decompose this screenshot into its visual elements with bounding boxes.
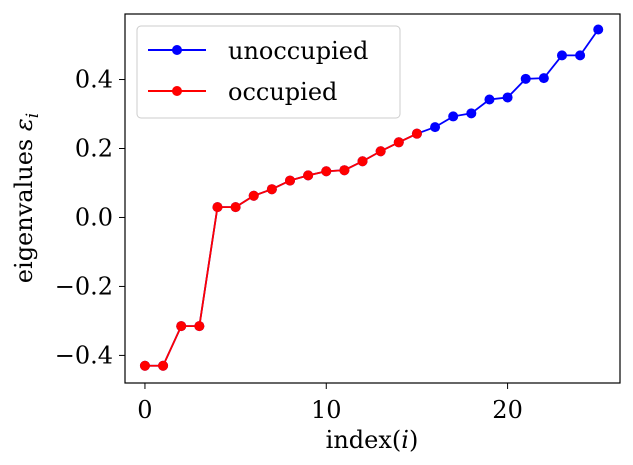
data-point-occupied bbox=[339, 165, 350, 176]
data-point-occupied bbox=[375, 146, 386, 157]
data-point-occupied bbox=[321, 166, 332, 177]
series-line-occupied bbox=[144, 132, 418, 367]
data-point-occupied bbox=[212, 202, 223, 213]
x-tick-label: 0 bbox=[137, 396, 152, 424]
data-point-occupied bbox=[285, 175, 295, 186]
data-point-unoccupied bbox=[520, 73, 531, 84]
y-tick-label: −0.4 bbox=[55, 341, 113, 369]
data-point-occupied bbox=[139, 360, 150, 371]
y-axis: −0.4 −0.2 0.0 0.2 0.4 bbox=[55, 66, 125, 369]
data-point-occupied bbox=[411, 128, 422, 139]
legend-label-unoccupied: unoccupied bbox=[228, 37, 368, 65]
data-point-unoccupied bbox=[484, 94, 495, 105]
data-point-unoccupied bbox=[466, 108, 477, 119]
x-tick-label: 20 bbox=[492, 396, 523, 424]
y-tick-label: 0.0 bbox=[75, 203, 113, 231]
data-point-occupied bbox=[393, 137, 404, 148]
data-point-unoccupied bbox=[448, 111, 459, 122]
y-tick-label: 0.2 bbox=[75, 134, 113, 162]
y-tick-label: 0.4 bbox=[75, 66, 113, 94]
legend-marker-unoccupied bbox=[172, 45, 182, 55]
data-point-unoccupied bbox=[430, 122, 441, 133]
data-point-unoccupied bbox=[502, 92, 513, 103]
plot-frame bbox=[124, 13, 621, 384]
x-axis: 0 10 20 bbox=[137, 383, 523, 424]
legend-label-occupied: occupied bbox=[228, 78, 337, 106]
y-axis-label: eigenvalues εi bbox=[10, 113, 43, 283]
data-point-unoccupied bbox=[593, 24, 604, 35]
data-point-occupied bbox=[266, 184, 277, 195]
data-point-occupied bbox=[176, 321, 187, 332]
data-point-unoccupied bbox=[538, 73, 549, 84]
data-point-occupied bbox=[303, 170, 314, 181]
legend-marker-occupied bbox=[172, 86, 182, 96]
legend: unoccupied occupied bbox=[136, 25, 401, 119]
x-axis-label: index(i) bbox=[326, 426, 419, 454]
plot-area bbox=[139, 24, 604, 371]
data-point-unoccupied bbox=[556, 50, 567, 61]
data-point-occupied bbox=[230, 202, 241, 213]
x-tick-label: 10 bbox=[311, 396, 342, 424]
y-tick-label: −0.2 bbox=[55, 272, 113, 300]
data-point-occupied bbox=[248, 190, 259, 201]
data-point-occupied bbox=[357, 156, 368, 167]
data-point-unoccupied bbox=[575, 50, 586, 61]
data-point-occupied bbox=[158, 360, 169, 371]
data-point-occupied bbox=[194, 321, 205, 332]
